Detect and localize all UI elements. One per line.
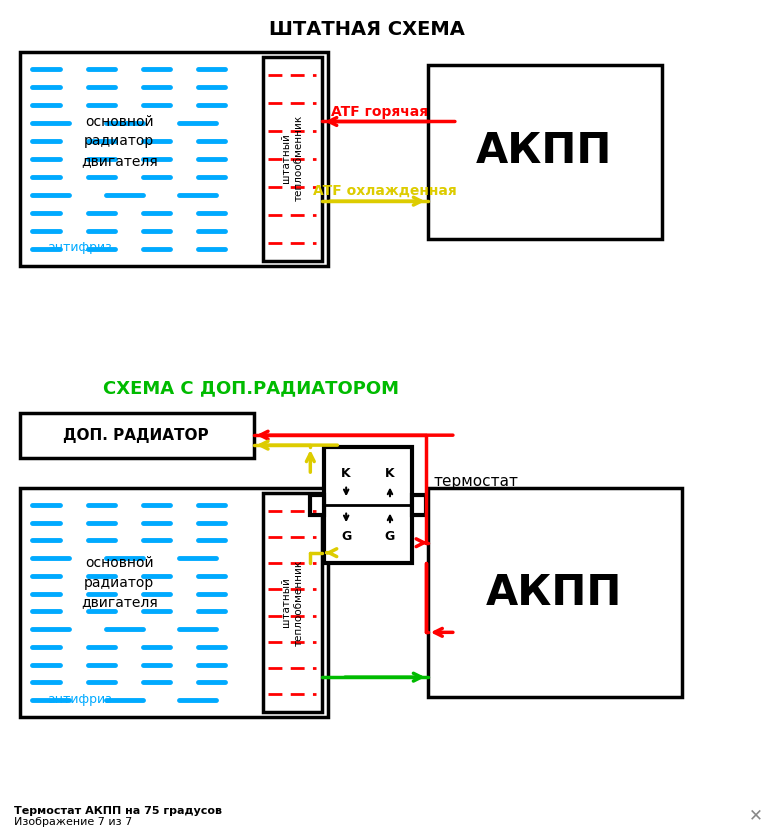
Text: СХЕМА С ДОП.РАДИАТОРОМ: СХЕМА С ДОП.РАДИАТОРОМ [102,380,398,397]
Text: K: K [341,466,351,480]
Text: основной
радиатор
двигателя: основной радиатор двигателя [81,556,157,609]
Text: АКПП: АКПП [486,571,622,614]
Text: штатный
теплообменник: штатный теплообменник [281,559,304,646]
Bar [19,414,253,458]
Text: АКПП: АКПП [476,131,612,172]
Bar [263,57,322,261]
Bar [324,447,412,562]
Bar [19,488,329,717]
Bar [428,65,662,239]
Text: антифриз: антифриз [47,692,112,705]
Text: ШТАТНАЯ СХЕМА: ШТАТНАЯ СХЕМА [269,21,465,40]
Text: термостат: термостат [434,474,518,490]
Text: ATF охлажденная: ATF охлажденная [313,184,457,198]
Bar [263,493,322,712]
Text: G: G [341,530,351,543]
Text: Изображение 7 из 7: Изображение 7 из 7 [14,816,132,826]
Text: K: K [385,466,394,480]
Bar [19,52,329,266]
Text: ДОП. РАДИАТОР: ДОП. РАДИАТОР [64,428,209,442]
Text: Термостат АКПП на 75 градусов: Термостат АКПП на 75 градусов [14,805,222,815]
Text: антифриз: антифриз [47,241,112,255]
Text: штатный
теплообменник: штатный теплообменник [281,115,304,202]
Bar [412,495,425,515]
Text: G: G [385,530,395,543]
Bar [310,495,324,515]
Bar [428,488,682,697]
Text: основной
радиатор
двигателя: основной радиатор двигателя [81,115,157,168]
Text: ATF горячая: ATF горячая [332,104,429,118]
Text: ✕: ✕ [749,806,763,825]
